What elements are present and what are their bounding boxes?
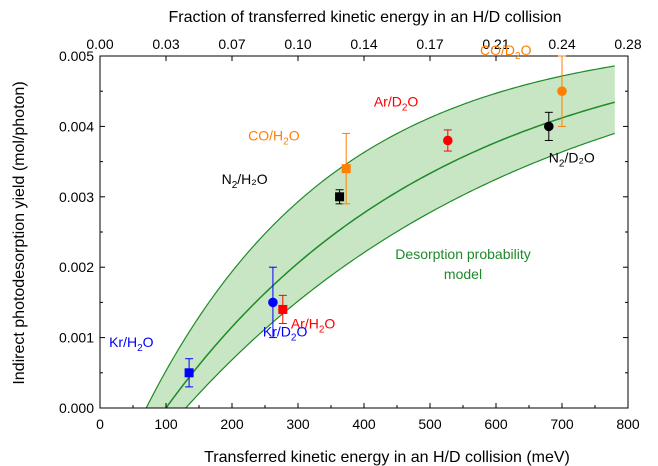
point-label-tail: O bbox=[407, 93, 418, 109]
x2-tick-label: 0.07 bbox=[218, 36, 245, 52]
point-label-subscript: 2 bbox=[319, 324, 325, 335]
x-tick-label: 700 bbox=[550, 416, 574, 432]
x-tick-label: 400 bbox=[352, 416, 376, 432]
x2-tick-label: 0.00 bbox=[86, 36, 113, 52]
point-label: Kr/D2O bbox=[263, 323, 308, 343]
point-label-main: Kr/H bbox=[109, 334, 137, 350]
y-axis-title: Indirect photodesorption yield (mol/phot… bbox=[11, 81, 28, 384]
axes-layer: 0 100 200 300 400 500 600 700 800 0.00 0.03 0.07 0.1… bbox=[59, 36, 642, 432]
point-label: Kr/H2O bbox=[109, 334, 154, 354]
point-label-subscript: 2 bbox=[232, 180, 238, 191]
x-tick-label: 0 bbox=[96, 416, 104, 432]
point-label: Ar/D2O bbox=[374, 93, 419, 113]
y-tick-label: 0.004 bbox=[59, 118, 94, 134]
x-tick-label: 800 bbox=[616, 416, 640, 432]
x2-tick-label: 0.03 bbox=[152, 36, 179, 52]
model-curve-layer bbox=[145, 65, 615, 409]
x-tick-label: 500 bbox=[418, 416, 442, 432]
x-tick-label: 100 bbox=[154, 416, 178, 432]
x-tick-label: 600 bbox=[484, 416, 508, 432]
point-label-subscript: 2 bbox=[515, 51, 521, 62]
model-confidence-band bbox=[146, 65, 615, 408]
model-label-line2: model bbox=[444, 266, 482, 282]
point-label-tail: O bbox=[143, 334, 154, 350]
point-label-tail: /H₂O bbox=[237, 171, 267, 187]
point-label: N2/H₂O bbox=[222, 171, 268, 191]
model-upper-curve bbox=[145, 65, 615, 409]
x2-tick-label: 0.28 bbox=[614, 36, 641, 52]
point-label-main: N bbox=[222, 171, 232, 187]
labels-layer: Kr/H2OKr/D2OAr/H2ON2/H₂OCO/H2OAr/D2ON2/D… bbox=[109, 42, 595, 354]
data-point-square bbox=[335, 192, 345, 202]
point-label: Ar/H2O bbox=[291, 315, 336, 335]
x-tick-label: 200 bbox=[220, 416, 244, 432]
point-label-main: Ar/H bbox=[291, 315, 319, 331]
point-label-subscript: 2 bbox=[283, 137, 289, 148]
point-label-main: CO/D bbox=[480, 42, 515, 58]
point-label-tail: /D₂O bbox=[564, 149, 594, 165]
point-label-tail: O bbox=[289, 128, 300, 144]
x2-tick-label: 0.10 bbox=[284, 36, 311, 52]
model-band-layer bbox=[146, 65, 615, 408]
point-label-main: Ar/D bbox=[374, 93, 402, 109]
x2-tick-label: 0.21 bbox=[482, 36, 509, 52]
y-tick-label: 0.005 bbox=[59, 48, 94, 64]
data-point-circle bbox=[544, 121, 554, 132]
point-label-tail: O bbox=[521, 42, 532, 58]
point-label-main: CO/H bbox=[248, 128, 283, 144]
x2-tick-label: 0.24 bbox=[548, 36, 575, 52]
point-label: CO/H2O bbox=[248, 128, 300, 148]
x2-axis-title: Fraction of transferred kinetic energy i… bbox=[168, 9, 561, 26]
point-label: CO/D2O bbox=[480, 42, 532, 62]
x-tick-label: 300 bbox=[286, 416, 310, 432]
point-label-tail: O bbox=[324, 315, 335, 331]
point-label-main: N bbox=[549, 149, 559, 165]
point-label-subscript: 2 bbox=[559, 158, 565, 169]
point-label-subscript: 2 bbox=[137, 343, 143, 354]
x2-tick-label: 0.14 bbox=[350, 36, 377, 52]
model-label-line1: Desorption probability bbox=[395, 246, 530, 262]
y-tick-label: 0.002 bbox=[59, 259, 94, 275]
data-point-square bbox=[278, 304, 288, 314]
point-label-subscript: 2 bbox=[291, 332, 297, 343]
y-tick-label: 0.001 bbox=[59, 330, 94, 346]
point-label-subscript: 2 bbox=[402, 102, 408, 113]
model-central-curve bbox=[165, 101, 615, 409]
point-label-tail: O bbox=[296, 323, 307, 339]
x2-tick-label: 0.17 bbox=[416, 36, 443, 52]
data-point-circle bbox=[268, 297, 278, 308]
point-label: N2/D₂O bbox=[549, 149, 595, 169]
data-point-square bbox=[184, 368, 194, 378]
model-lower-curve bbox=[185, 132, 615, 409]
data-point-circle bbox=[557, 86, 567, 96]
point-label-main: Kr/D bbox=[263, 323, 291, 339]
points-layer bbox=[184, 55, 567, 388]
x-axis-title: Transferred kinetic energy in an H/D col… bbox=[204, 449, 570, 466]
data-point-circle bbox=[443, 135, 453, 146]
data-point-square bbox=[341, 164, 351, 174]
y-tick-label: 0.000 bbox=[59, 400, 94, 416]
y-tick-label: 0.003 bbox=[59, 189, 94, 205]
